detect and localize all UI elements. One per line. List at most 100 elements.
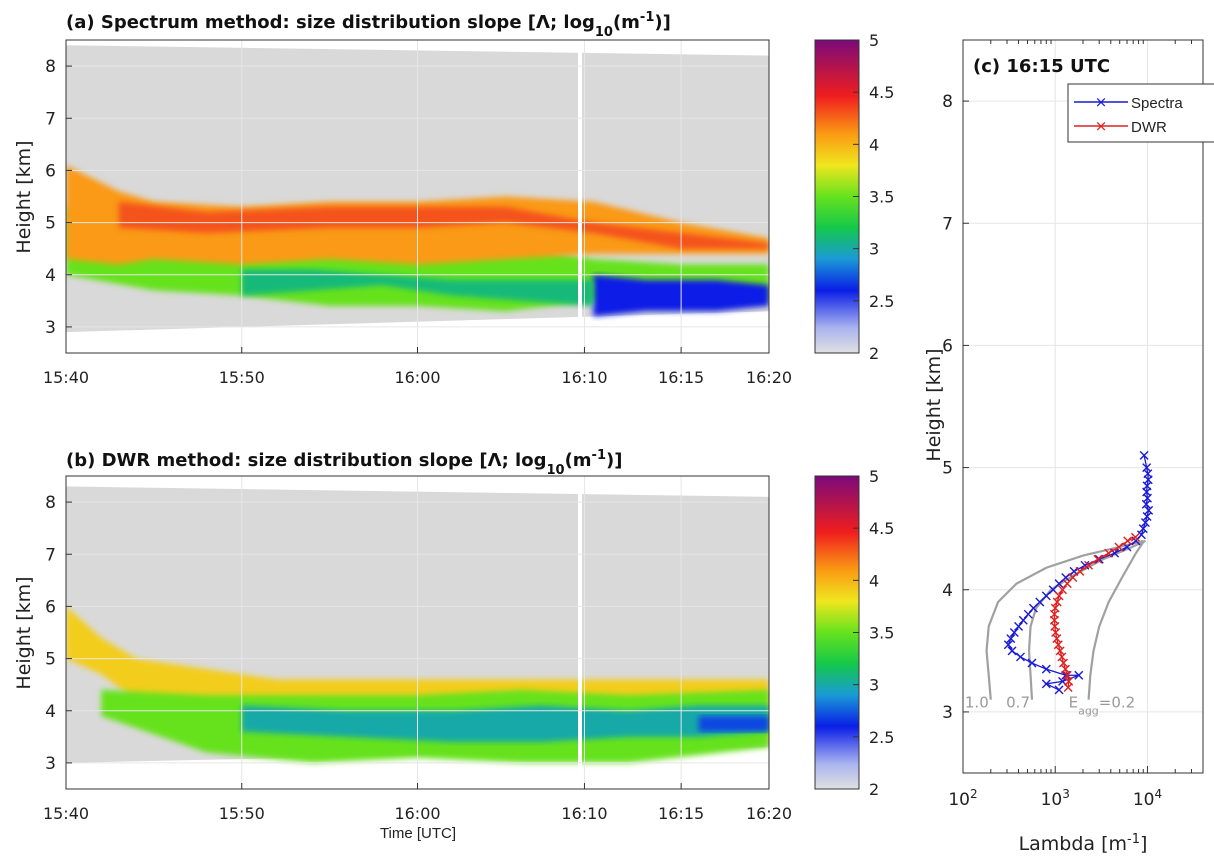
data-point-spectra [1138,524,1148,534]
x-axis-label-end: ] [1140,833,1147,855]
y-tick-label: 4 [45,266,56,286]
data-point-spectra [1027,658,1037,668]
series-lines [1003,450,1154,695]
legend-label-dwr: DWR [1131,119,1167,136]
data-point-dwr [1130,532,1140,542]
y-tick-label: 3 [45,318,56,338]
colorbar-tick-label: 2.5 [869,728,894,747]
data-point-spectra [1018,615,1028,625]
data-point-spectra [1041,664,1051,674]
y-tick-label: 4 [45,702,56,722]
data-point-spectra [1140,518,1150,528]
x-axis-label-superscript: -1 [1127,832,1140,847]
x-tick-label: 15:50 [219,368,265,387]
x-axis-label: Lambda [m-1] [1019,832,1148,856]
data-point-spectra [1054,685,1064,695]
colorbar [814,39,860,354]
colorbar-tick-label: 5 [869,467,879,486]
data-point-spectra [1003,640,1013,650]
colorbar-tick-label: 3.5 [869,624,894,643]
heatmap-layer-2 [118,201,769,249]
panel-a-title: (a) Spectrum method: size distribution s… [66,10,671,40]
data-point-spectra [1074,670,1084,680]
heatmap-layer-3 [698,715,769,732]
data-point-spectra [1023,609,1033,619]
colorbar-tick-label: 4.5 [869,83,894,102]
x-tick-label: 16:10 [561,368,607,387]
data-point-dwr [1084,560,1094,570]
y-tick-label: 6 [942,336,953,356]
y-tick-label: 8 [45,57,56,77]
colorbar-tick-label: 3 [869,676,879,695]
title-text: (b) DWR method: size distribution slope … [66,450,546,471]
x-axis-label-text: Lambda [m [1019,833,1127,855]
title-text: (a) Spectrum method: size distribution s… [66,12,595,33]
colorbar-tick-label: 2.5 [869,292,894,311]
x-tick-label: 16:20 [746,804,792,823]
data-point-dwr [1053,640,1063,650]
y-tick-label: 7 [45,545,56,565]
y-axis-label: Height [km] [13,576,35,689]
data-point-spectra [1009,628,1019,638]
x-tick-label: 16:00 [394,804,440,823]
title-text-mid: (m [613,12,640,33]
y-tick-label: 8 [942,92,953,112]
x-tick-label: 103 [1041,787,1070,810]
y-tick-label: 4 [942,581,953,601]
data-point-dwr [1093,554,1103,564]
title-text-end: )] [606,450,622,471]
data-point-dwr [1063,682,1073,692]
y-tick-label: 7 [942,214,953,234]
title-superscript: -1 [640,10,654,25]
colorbar-tick-label: 5 [869,31,879,50]
data-gap-line [578,40,582,353]
x-tick-label: 16:00 [394,368,440,387]
data-point-dwr [1114,542,1124,552]
panel-c-title: (c) 16:15 UTC [973,56,1110,77]
legend-marker-spectra: × [1095,93,1108,111]
y-tick-label: 3 [942,703,953,723]
colorbar-tick-label: 4 [869,135,879,154]
heatmap-layer-2 [241,705,769,743]
data-point-spectra [1141,499,1151,509]
colorbar-tick-label: 4 [869,571,879,590]
title-text-end: )] [654,12,670,33]
reference-curve-0 [985,539,1144,700]
legend-label-spectra: Spectra [1131,95,1183,112]
colorbar-tick-label: 3.5 [869,188,894,207]
y-tick-label: 6 [45,161,56,181]
x-axis-label: Time [UTC] [380,825,456,842]
title-subscript: 10 [546,463,564,478]
x-tick-label: 16:20 [746,368,792,387]
data-point-dwr [1058,585,1068,595]
x-tick-label: 16:15 [658,804,704,823]
data-point-dwr [1054,591,1064,601]
x-tick-label: 16:15 [658,368,704,387]
data-point-dwr [1060,664,1070,674]
data-point-spectra [1015,652,1025,662]
data-point-spectra [1007,646,1017,656]
colorbar-tick-label: 2 [869,344,879,363]
data-point-dwr [1123,536,1133,546]
x-tick-label: 16:10 [561,804,607,823]
y-tick-label: 5 [942,459,953,479]
y-axis-label: Height [km] [13,140,35,253]
y-axis-label: Height [km] [923,348,945,461]
x-tick-label: 102 [948,787,977,810]
y-tick-label: 5 [45,650,56,670]
y-tick-label: 6 [45,597,56,617]
data-point-spectra [1139,450,1149,460]
data-gap-line [578,476,582,789]
colorbar-tick-label: 3 [869,240,879,259]
reference-curve-label: 1.0 [965,694,989,712]
legend-box [1067,83,1214,143]
panel-a: (a) Spectrum method: size distribution s… [13,10,894,388]
reference-curve-label: 0.7 [1006,694,1030,712]
x-tick-label: 15:40 [43,804,89,823]
colorbar-tick-label: 2 [869,780,879,799]
data-point-dwr [1052,597,1062,607]
panel-c: 1.0 0.7 Eagg=0.2 (c) 16:15 UTC × Spectra ×… [923,39,1214,856]
panel-b-title: (b) DWR method: size distribution slope … [66,448,622,478]
title-subscript: 10 [595,25,613,40]
